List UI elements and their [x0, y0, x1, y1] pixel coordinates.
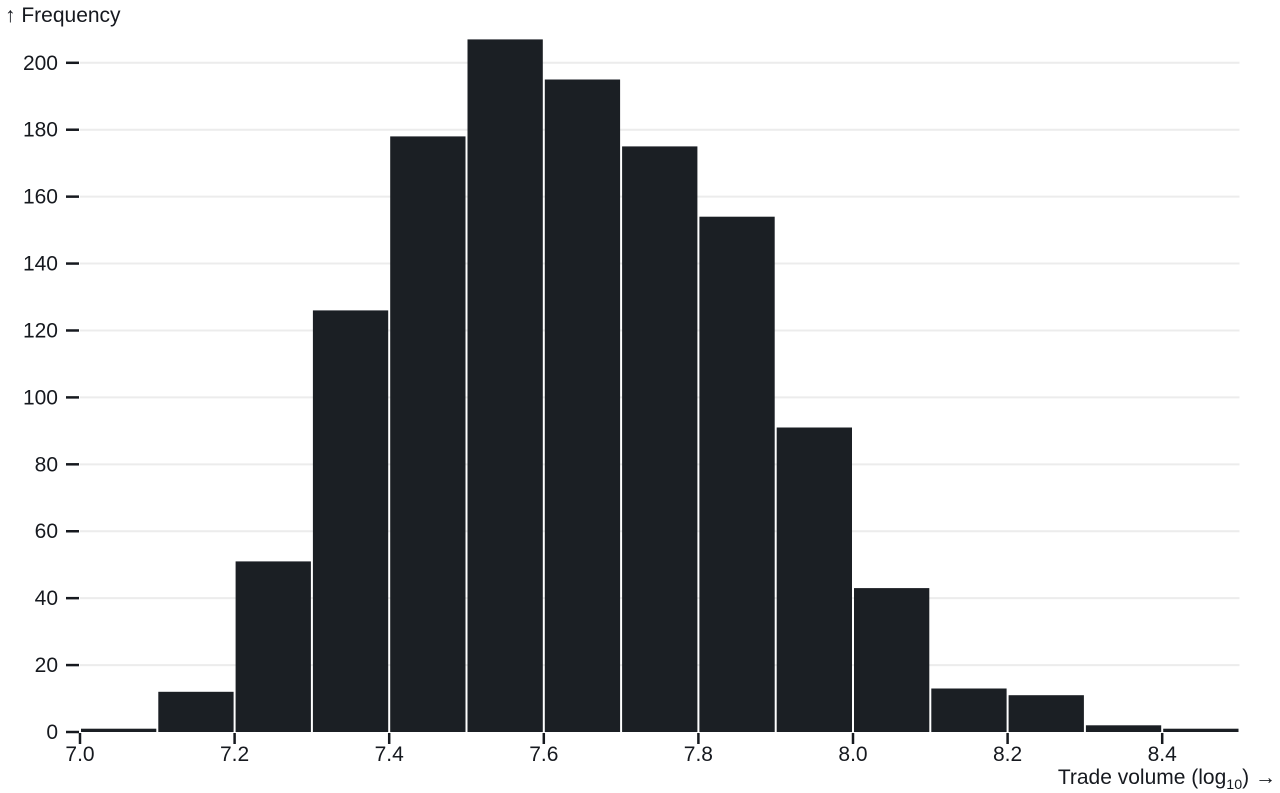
y-tick-label: 140 [23, 253, 58, 276]
y-tick-label: 80 [35, 453, 58, 476]
histogram-bar [390, 136, 466, 732]
x-axis-label-arrow: ) → [1242, 766, 1276, 789]
y-tick-label: 0 [46, 721, 58, 744]
y-tick-label: 20 [35, 654, 58, 677]
x-axis-ticks: 7.0 7.2 7.4 7.6 7.8 8.0 8.2 8.4 [65, 733, 1177, 766]
x-tick-label: 7.4 [375, 743, 405, 766]
y-tick-label: 40 [35, 587, 58, 610]
x-tick-label: 7.8 [684, 743, 713, 766]
histogram-bar [467, 39, 543, 732]
histogram-bar [931, 688, 1007, 732]
y-tick-label: 60 [35, 520, 58, 543]
x-axis-label: Trade volume (log10) → [1057, 765, 1276, 793]
y-tick-label: 100 [23, 386, 58, 409]
histogram-bar [544, 79, 621, 732]
histogram-bar [1163, 728, 1239, 732]
histogram-bar [1008, 695, 1084, 732]
x-axis-label-subscript: 10 [1226, 777, 1243, 793]
histogram-bar [312, 310, 389, 732]
histogram-bars [81, 39, 1239, 732]
x-tick-label: 7.6 [529, 743, 558, 766]
histogram-bar [699, 216, 775, 732]
x-tick-label: 8.4 [1148, 743, 1178, 766]
x-tick-label: 7.2 [220, 743, 249, 766]
histogram-bar [158, 691, 234, 732]
histogram-bar [776, 427, 852, 732]
histogram-bar [622, 146, 698, 732]
y-tick-label: 120 [23, 319, 58, 342]
y-axis-label: ↑ Frequency [5, 4, 121, 27]
y-tick-label: 200 [23, 52, 58, 75]
histogram-bar [1085, 725, 1162, 732]
x-tick-label: 7.0 [65, 743, 94, 766]
histogram-bar [854, 588, 930, 732]
x-tick-label: 8.2 [993, 743, 1022, 766]
x-axis-label-text: Trade volume (log [1057, 766, 1227, 789]
x-tick-label: 8.0 [838, 743, 867, 766]
y-tick-label: 160 [23, 186, 58, 209]
y-tick-label: 180 [23, 119, 58, 142]
histogram-bar [81, 728, 157, 732]
y-axis-ticks: 0 20 40 60 80 100 120 140 160 180 200 [23, 52, 79, 744]
histogram-bar [235, 561, 311, 732]
